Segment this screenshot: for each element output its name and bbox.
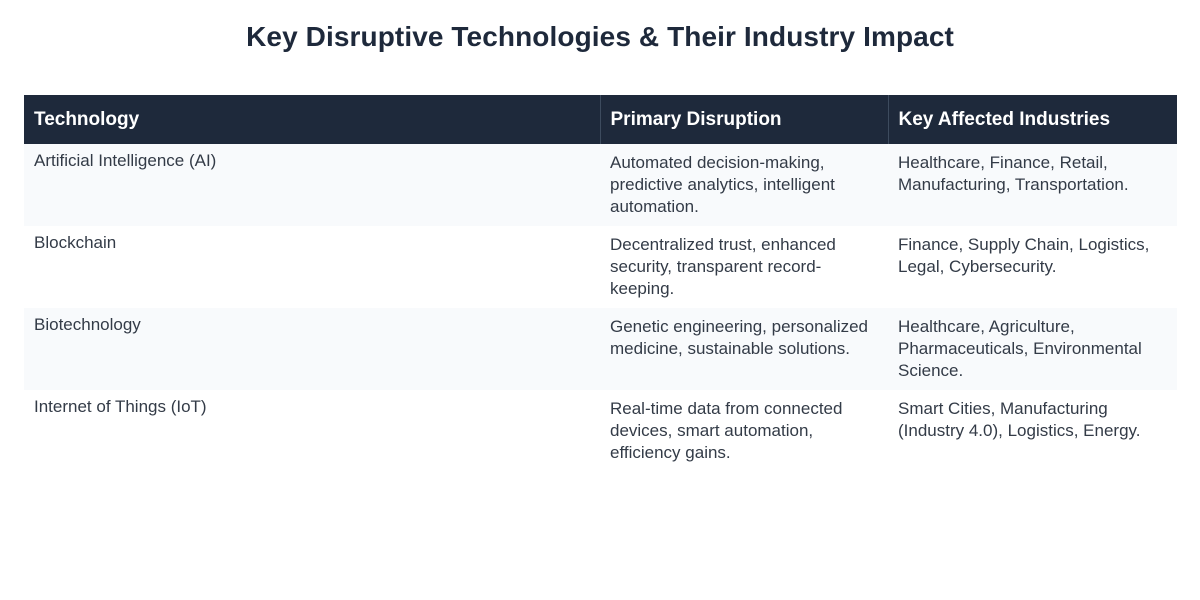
table-row: Internet of Things (IoT) Real-time data … — [24, 390, 1177, 472]
technology-table: Technology Primary Disruption Key Affect… — [24, 95, 1177, 472]
technology-cell: Artificial Intelligence (AI) — [34, 151, 217, 170]
technology-cell: Biotechnology — [34, 315, 141, 334]
column-header-key-affected-industries: Key Affected Industries — [887, 95, 1177, 144]
column-header-technology: Technology — [34, 108, 140, 130]
table-row: Artificial Intelligence (AI) Automated d… — [24, 144, 1177, 226]
primary-disruption-cell: Decentralized trust, enhanced security, … — [610, 235, 836, 298]
table-header-row: Technology Primary Disruption Key Affect… — [24, 95, 1177, 144]
affected-industries-cell: Finance, Supply Chain, Logistics, Legal,… — [898, 235, 1150, 276]
technology-cell: Internet of Things (IoT) — [34, 397, 207, 416]
table-header: Technology Primary Disruption Key Affect… — [24, 95, 1177, 144]
page-title: Key Disruptive Technologies & Their Indu… — [246, 21, 954, 52]
affected-industries-cell: Smart Cities, Manufacturing (Industry 4.… — [898, 399, 1141, 440]
technology-cell: Blockchain — [34, 233, 117, 252]
primary-disruption-cell: Genetic engineering, personalized medici… — [610, 317, 869, 358]
column-header-primary-disruption: Primary Disruption — [599, 95, 888, 144]
table-row: Biotechnology Genetic engineering, perso… — [24, 308, 1177, 390]
table-row: Blockchain Decentralized trust, enhanced… — [24, 226, 1177, 308]
affected-industries-cell: Healthcare, Finance, Retail, Manufacturi… — [898, 153, 1129, 194]
table-body: Artificial Intelligence (AI) Automated d… — [24, 144, 1177, 472]
primary-disruption-cell: Automated decision-making, predictive an… — [610, 153, 835, 216]
affected-industries-cell: Healthcare, Agriculture, Pharmaceuticals… — [898, 317, 1142, 380]
primary-disruption-cell: Real-time data from connected devices, s… — [610, 399, 843, 462]
